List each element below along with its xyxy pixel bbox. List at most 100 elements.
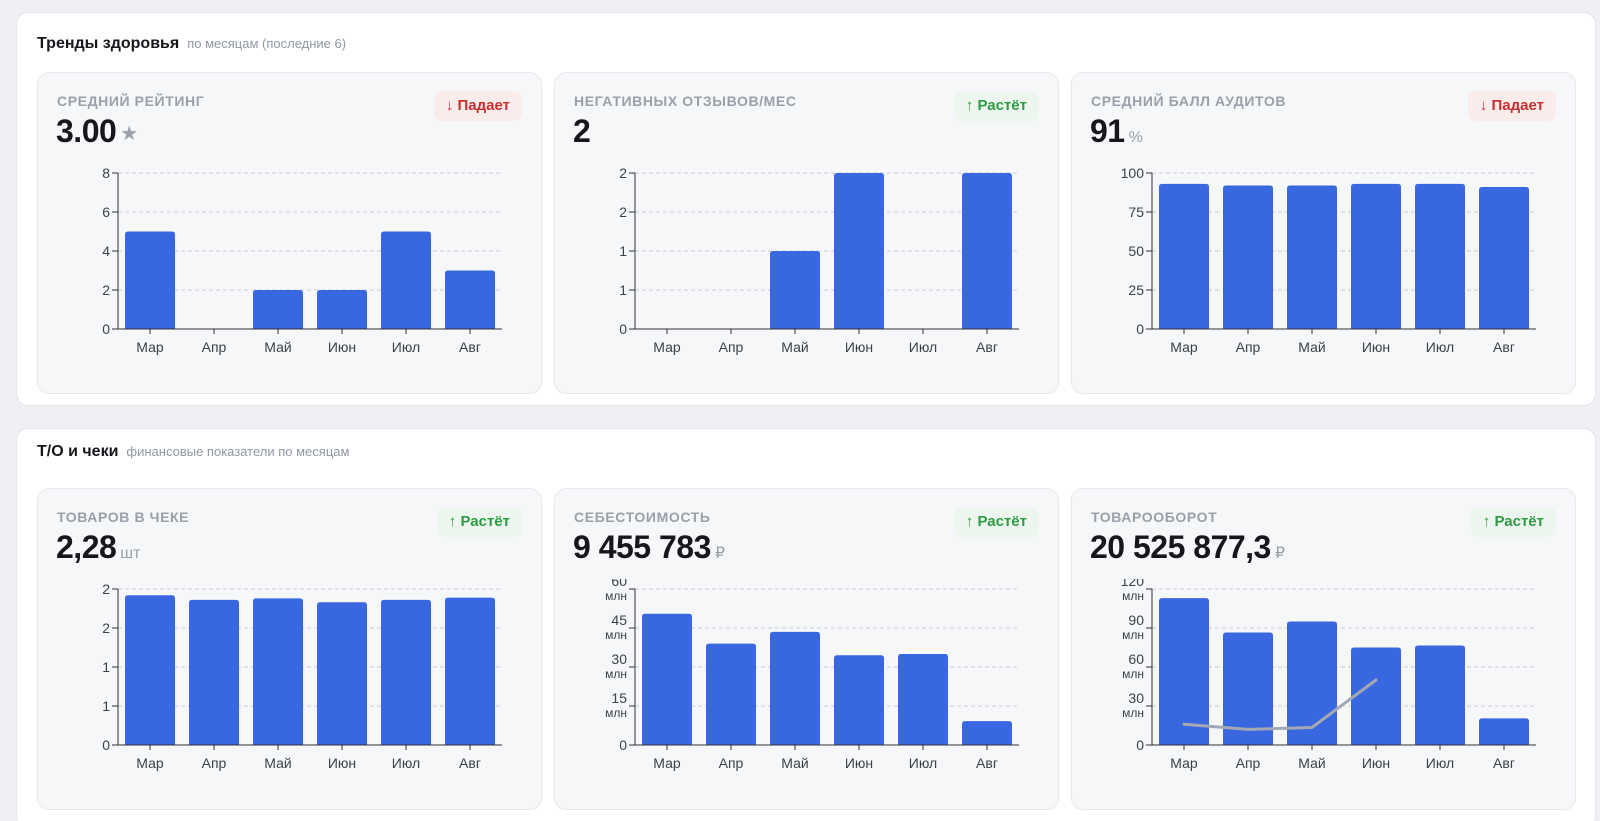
card-value: 9 455 783 ₽ xyxy=(573,529,725,566)
card-label: Себестоимость xyxy=(574,509,711,525)
trend-label: Растёт xyxy=(1494,513,1544,530)
card-unit: % xyxy=(1128,129,1143,146)
card-value: 2 xyxy=(573,113,591,150)
bar-Май[interactable] xyxy=(253,290,303,329)
bar-Авг[interactable] xyxy=(445,270,495,330)
x-tick-label: Апр xyxy=(202,755,227,771)
bar-Мар[interactable] xyxy=(125,595,175,745)
y-tick-label: 8 xyxy=(102,165,110,181)
y-tick-label: 1 xyxy=(619,243,627,259)
y-tick-label: 120 млн xyxy=(1121,579,1145,603)
bar-Авг[interactable] xyxy=(445,597,495,745)
bar-Май[interactable] xyxy=(770,631,820,745)
y-tick-label: 50 xyxy=(1128,243,1144,259)
trend-label: Падает xyxy=(1491,97,1544,114)
section-title: Тренды здоровья по месяцам (последние 6) xyxy=(37,35,346,53)
x-tick-label: Апр xyxy=(202,339,227,355)
x-tick-label: Июн xyxy=(1362,339,1390,355)
star-icon: ★ xyxy=(120,123,138,145)
bar-Июл[interactable] xyxy=(1415,645,1465,745)
bar-chart: 0 1 1 2 2 Мар Апр Май Июн Июл Авг xyxy=(619,165,1019,355)
y-tick-label: 2 xyxy=(619,165,627,181)
x-tick-label: Июн xyxy=(328,339,356,355)
y-tick-label: 6 xyxy=(102,204,110,220)
bar-chart: 0 30 млн 60 млн 90 млн 120 млн Мар Апр Май Июн Июл Авг xyxy=(1121,579,1536,771)
bar-Мар[interactable] xyxy=(642,613,692,745)
y-tick-label: 0 xyxy=(619,737,627,753)
bar-Авг[interactable] xyxy=(962,721,1012,745)
y-tick-label: 30 млн xyxy=(605,651,627,681)
bar-Май[interactable] xyxy=(253,598,303,745)
bar-Июл[interactable] xyxy=(381,599,431,745)
bar-Июн[interactable] xyxy=(317,290,367,329)
bar-Апр[interactable] xyxy=(1223,185,1273,329)
x-tick-label: Июл xyxy=(392,755,420,771)
section-title-text: Тренды здоровья xyxy=(37,35,180,52)
trend-label: Падает xyxy=(457,97,510,114)
y-tick-label: 60 млн xyxy=(1122,651,1144,681)
bar-Мар[interactable] xyxy=(1159,183,1209,329)
card-value: 91% xyxy=(1090,113,1143,150)
trend-badge-up: ↑ Растёт xyxy=(436,507,522,537)
x-tick-label: Май xyxy=(781,339,808,355)
bar-Авг[interactable] xyxy=(1479,718,1529,745)
x-tick-label: Авг xyxy=(1493,755,1515,771)
x-tick-label: Май xyxy=(1298,339,1325,355)
trend-badge-up: ↑ Растёт xyxy=(953,507,1039,537)
card-unit: шт xyxy=(120,545,141,562)
trend-line xyxy=(1182,678,1378,731)
bar-Май[interactable] xyxy=(1287,621,1337,746)
bar-Апр[interactable] xyxy=(1223,632,1273,745)
card-label: Средний балл аудитов xyxy=(1091,93,1287,109)
trend-badge-down: ↓ Падает xyxy=(433,91,522,121)
bar-Июл[interactable] xyxy=(1415,183,1465,329)
bar-chart: 0 25 50 75 100 Мар Апр Май Июн Июл Авг xyxy=(1121,165,1536,355)
card-unit: ₽ xyxy=(714,545,726,562)
arrow-down-icon: ↓ xyxy=(445,97,454,114)
arrow-up-icon: ↑ xyxy=(448,513,457,530)
x-tick-label: Мар xyxy=(653,755,681,771)
y-tick-label: 2 xyxy=(102,282,110,298)
x-tick-label: Июл xyxy=(1426,755,1454,771)
bar-Апр[interactable] xyxy=(189,599,239,745)
card-value-text: 2,28 xyxy=(56,529,117,565)
card-label: Товаров в чеке xyxy=(57,509,190,525)
arrow-down-icon: ↓ xyxy=(1479,97,1488,114)
card-items-per-check: Товаров в чеке 2,28 шт ↑ Растёт 0 1 1 2 2 Мар А… xyxy=(37,488,542,810)
y-tick-label: 0 xyxy=(102,737,110,753)
y-tick-label: 60 млн xyxy=(605,579,627,603)
trend-label: Растёт xyxy=(460,513,510,530)
bar-Авг[interactable] xyxy=(962,173,1012,329)
bar-Мар[interactable] xyxy=(1159,598,1209,745)
card-unit: ₽ xyxy=(1274,545,1286,562)
bar-Июн[interactable] xyxy=(834,173,884,329)
trend-badge-up: ↑ Растёт xyxy=(953,91,1039,121)
x-tick-label: Апр xyxy=(719,339,744,355)
y-tick-label: 2 xyxy=(619,204,627,220)
card-audit-score: Средний балл аудитов 91% ↓ Падает 0 25 50 7… xyxy=(1071,72,1576,394)
x-tick-label: Май xyxy=(1298,755,1325,771)
arrow-up-icon: ↑ xyxy=(965,513,974,530)
y-tick-label: 30 млн xyxy=(1122,690,1144,720)
section-subtitle: финансовые показатели по месяцам xyxy=(126,444,350,459)
bar-Июн[interactable] xyxy=(1351,647,1401,746)
card-value-text: 9 455 783 xyxy=(573,529,711,565)
bar-Мар[interactable] xyxy=(125,231,175,330)
x-tick-label: Мар xyxy=(1170,755,1198,771)
bar-Май[interactable] xyxy=(770,251,820,329)
y-tick-label: 0 xyxy=(1136,737,1144,753)
bar-Апр[interactable] xyxy=(706,643,756,745)
bar-Июн[interactable] xyxy=(317,602,367,745)
bar-Июн[interactable] xyxy=(1351,183,1401,329)
y-tick-label: 1 xyxy=(619,282,627,298)
bar-Май[interactable] xyxy=(1287,185,1337,329)
trend-badge-up: ↑ Растёт xyxy=(1470,507,1556,537)
bar-Июл[interactable] xyxy=(381,231,431,330)
bar-Июл[interactable] xyxy=(898,654,948,745)
bar-Авг[interactable] xyxy=(1479,187,1529,329)
bar-Июн[interactable] xyxy=(834,655,884,745)
y-tick-label: 2 xyxy=(102,620,110,636)
y-tick-label: 15 млн xyxy=(605,690,627,720)
arrow-up-icon: ↑ xyxy=(1482,513,1491,530)
y-tick-label: 75 xyxy=(1128,204,1144,220)
